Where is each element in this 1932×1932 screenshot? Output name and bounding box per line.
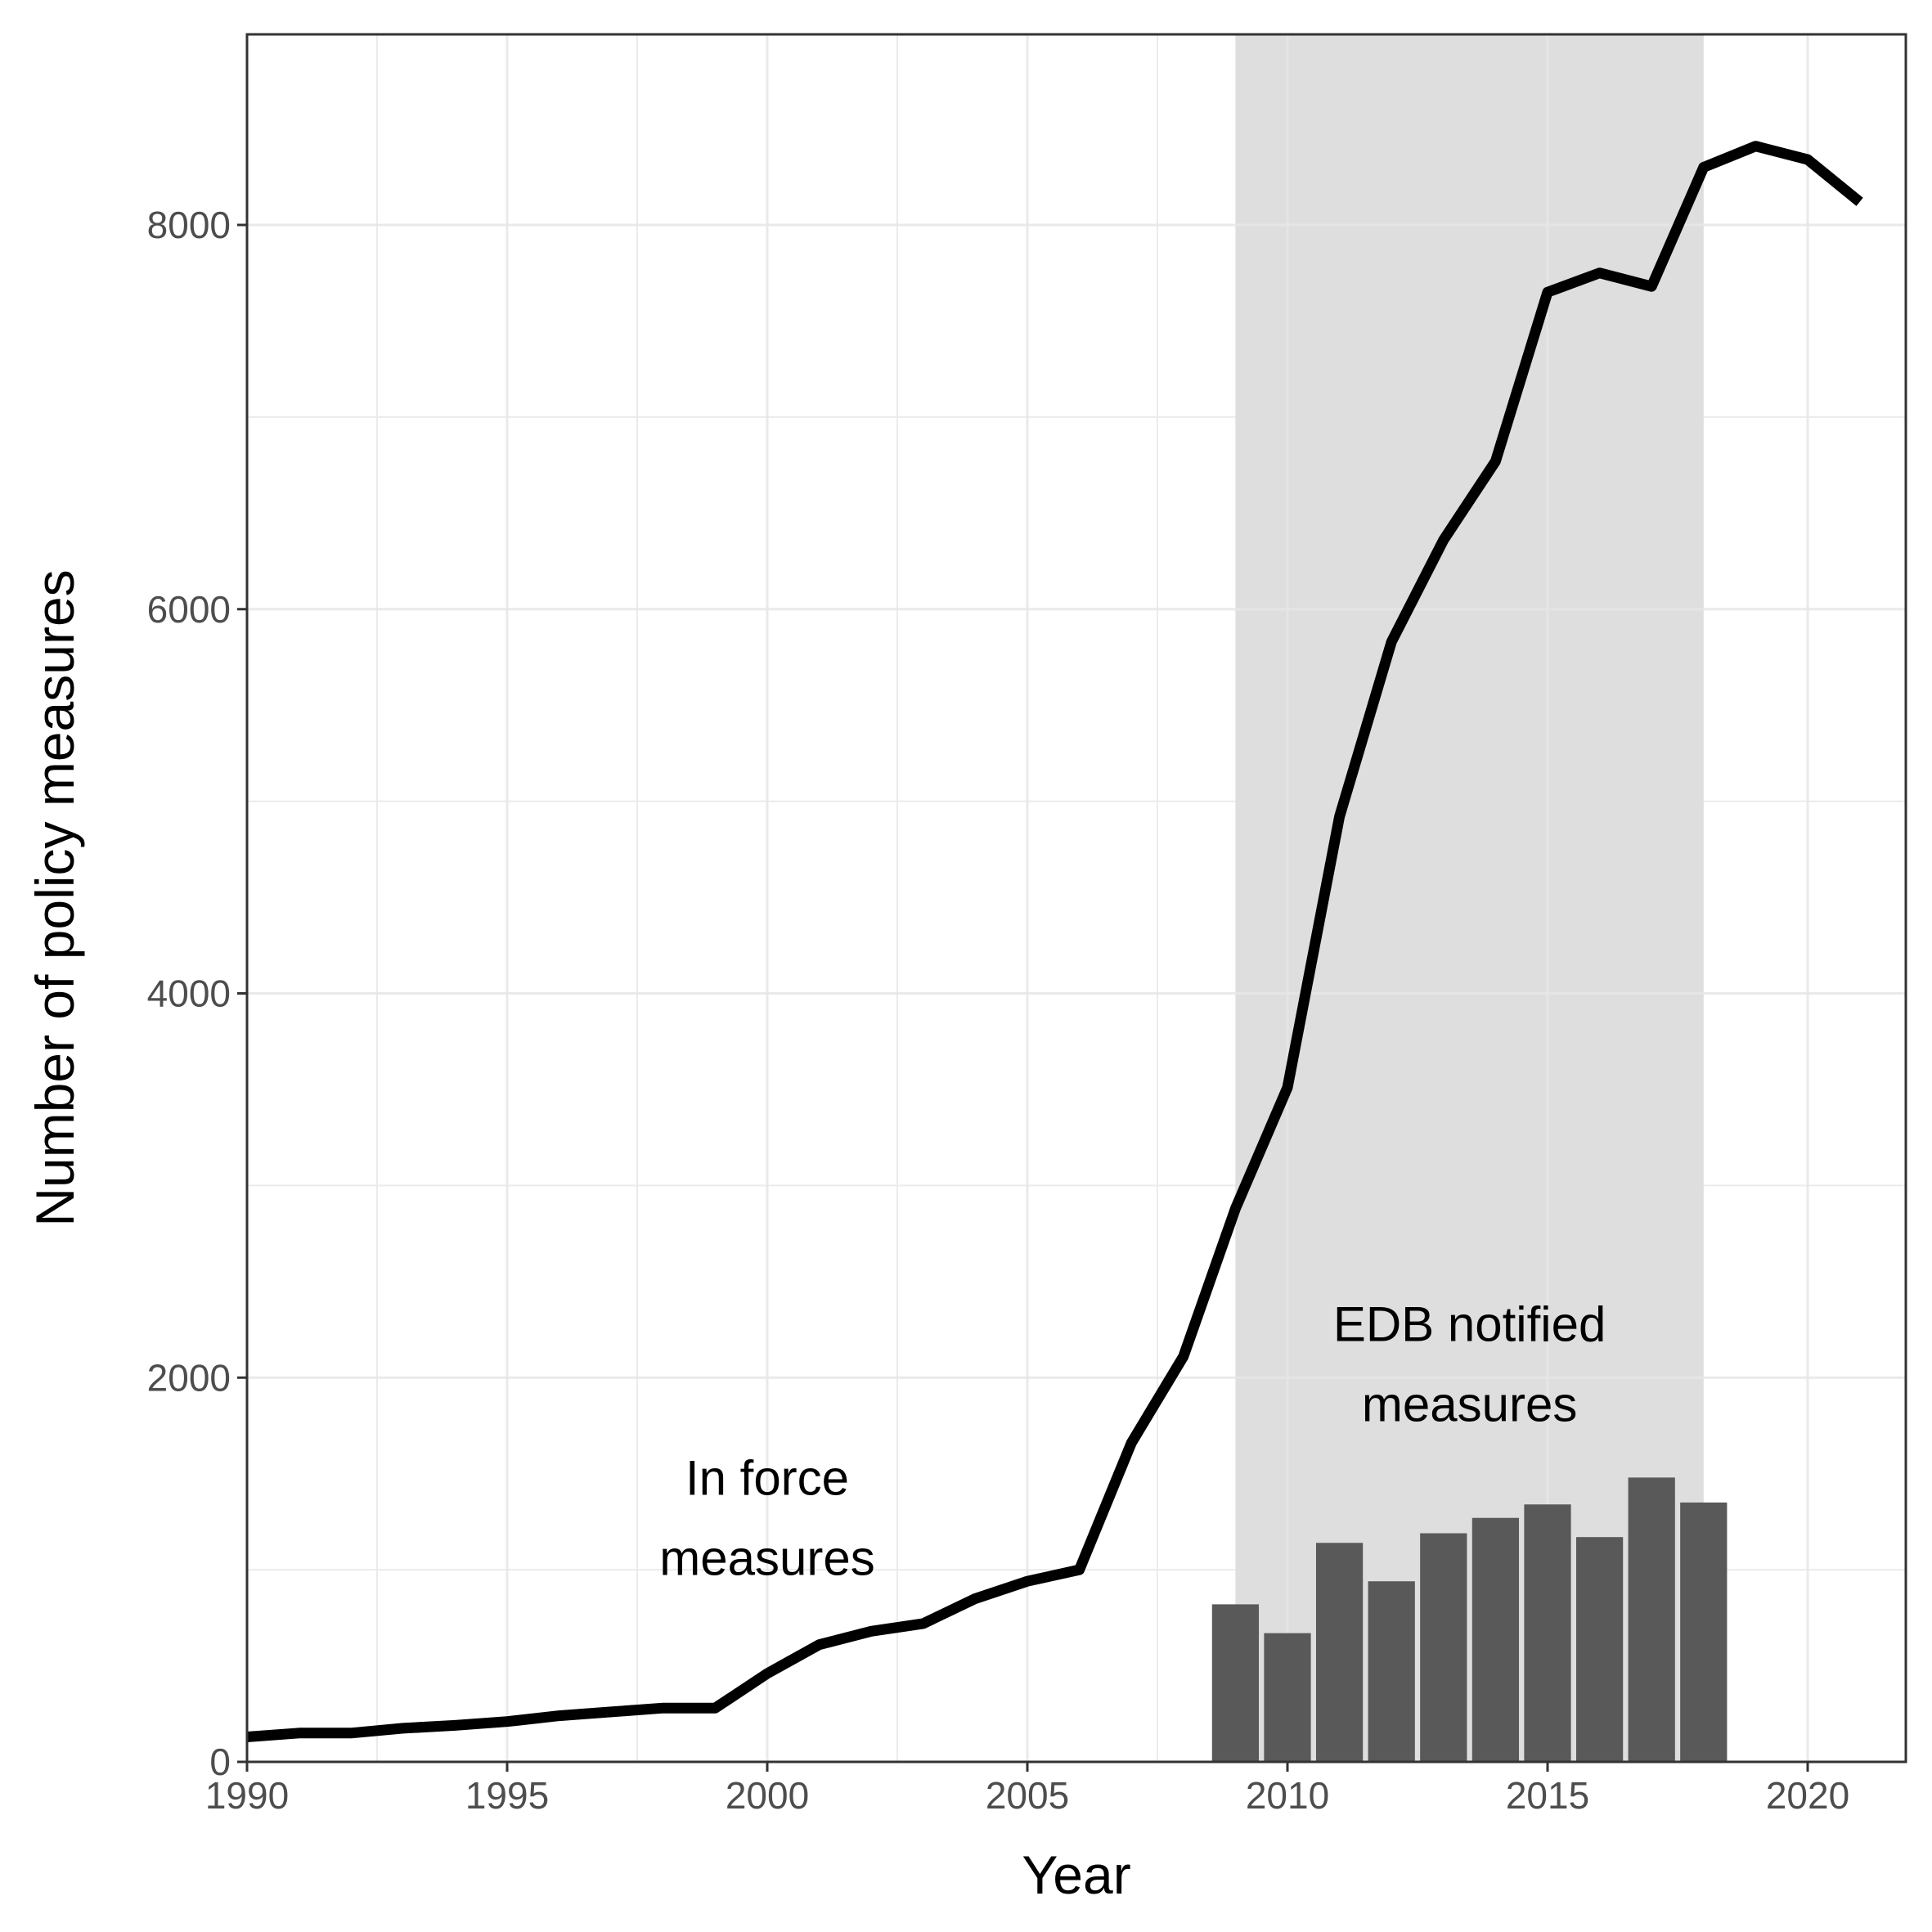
x-tick-label-2005: 2005 (986, 1774, 1069, 1817)
bar-2018 (1680, 1502, 1728, 1762)
bar-2009 (1211, 1604, 1260, 1762)
annotation-1-line-0: EDB notified (1333, 1297, 1606, 1352)
annotation-1-line-1: measures (1362, 1377, 1577, 1432)
bar-2016 (1575, 1537, 1624, 1762)
shaded-region-layer (1235, 34, 1704, 1762)
x-tick-label-1995: 1995 (465, 1774, 549, 1817)
bar-2010 (1264, 1633, 1311, 1762)
axis-ticks: 1990 1995 2000 2005 2010 2015 2020 0 2000 4000 600… (147, 204, 1850, 1817)
x-tick-label-2015: 2015 (1506, 1774, 1589, 1817)
annotation-0-line-0: In force (685, 1451, 849, 1506)
line-in-force-measures (246, 141, 1863, 1742)
plot-border (245, 33, 1907, 1764)
x-tick-label-1990: 1990 (205, 1774, 289, 1817)
y-tick-label-6000: 6000 (147, 588, 231, 631)
y-tick-label-8000: 8000 (147, 204, 231, 246)
bar-2011 (1315, 1543, 1364, 1762)
x-tick-label-2000: 2000 (726, 1774, 809, 1817)
y-tick-label-0: 0 (209, 1741, 231, 1783)
bar-2015 (1524, 1504, 1571, 1762)
y-axis-title: Number of policy measures (25, 569, 85, 1226)
line-series (246, 141, 1863, 1742)
x-axis-title: Year (1022, 1844, 1130, 1905)
shaded-region (1235, 34, 1704, 1762)
bar-2014 (1471, 1517, 1520, 1762)
x-tick-label-2010: 2010 (1246, 1774, 1329, 1817)
bar-2013 (1420, 1533, 1467, 1762)
x-tick-label-2020: 2020 (1766, 1774, 1849, 1817)
bar-2012 (1368, 1581, 1415, 1762)
bar-series (1211, 1477, 1728, 1762)
y-tick-label-2000: 2000 (147, 1356, 231, 1399)
annotations: In force measures EDB notified measures (659, 1297, 1606, 1586)
annotation-0-line-1: measures (659, 1531, 874, 1586)
y-tick-label-4000: 4000 (147, 973, 231, 1015)
bar-2017 (1628, 1477, 1675, 1762)
